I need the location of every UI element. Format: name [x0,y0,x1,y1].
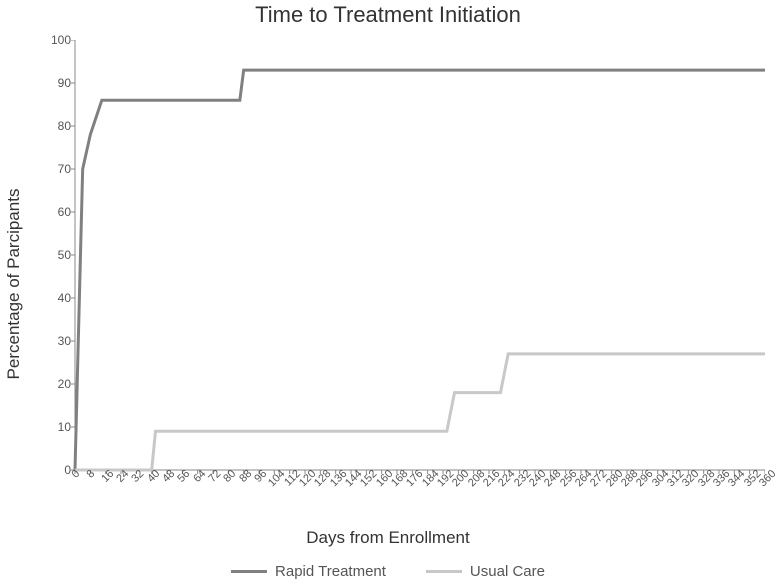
legend-label: Usual Care [470,563,545,580]
legend: Rapid Treatment Usual Care [0,560,776,580]
series-line [75,354,765,470]
y-tick-label: 70 [43,162,71,176]
y-tick-label: 90 [43,76,71,90]
chart-title: Time to Treatment Initiation [0,2,776,28]
y-axis-label: Percentage of Parcipants [4,93,24,284]
legend-item: Usual Care [426,563,545,580]
y-tick-label: 100 [43,33,71,47]
y-tick-label: 40 [43,291,71,305]
legend-label: Rapid Treatment [275,563,386,580]
legend-swatch [231,570,267,573]
y-tick-label: 80 [43,119,71,133]
y-tick-label: 60 [43,205,71,219]
y-tick-label: 50 [43,248,71,262]
legend-swatch [426,570,462,573]
y-tick-label: 10 [43,420,71,434]
y-tick-label: 0 [43,463,71,477]
series-line [75,70,765,470]
x-axis-label: Days from Enrollment [0,528,776,548]
y-tick-label: 20 [43,377,71,391]
legend-item: Rapid Treatment [231,563,386,580]
chart-container: Time to Treatment Initiation Percentage … [0,0,776,588]
chart-svg [70,40,765,476]
y-tick-label: 30 [43,334,71,348]
plot-area: 0102030405060708090100081624324048566472… [75,40,765,470]
